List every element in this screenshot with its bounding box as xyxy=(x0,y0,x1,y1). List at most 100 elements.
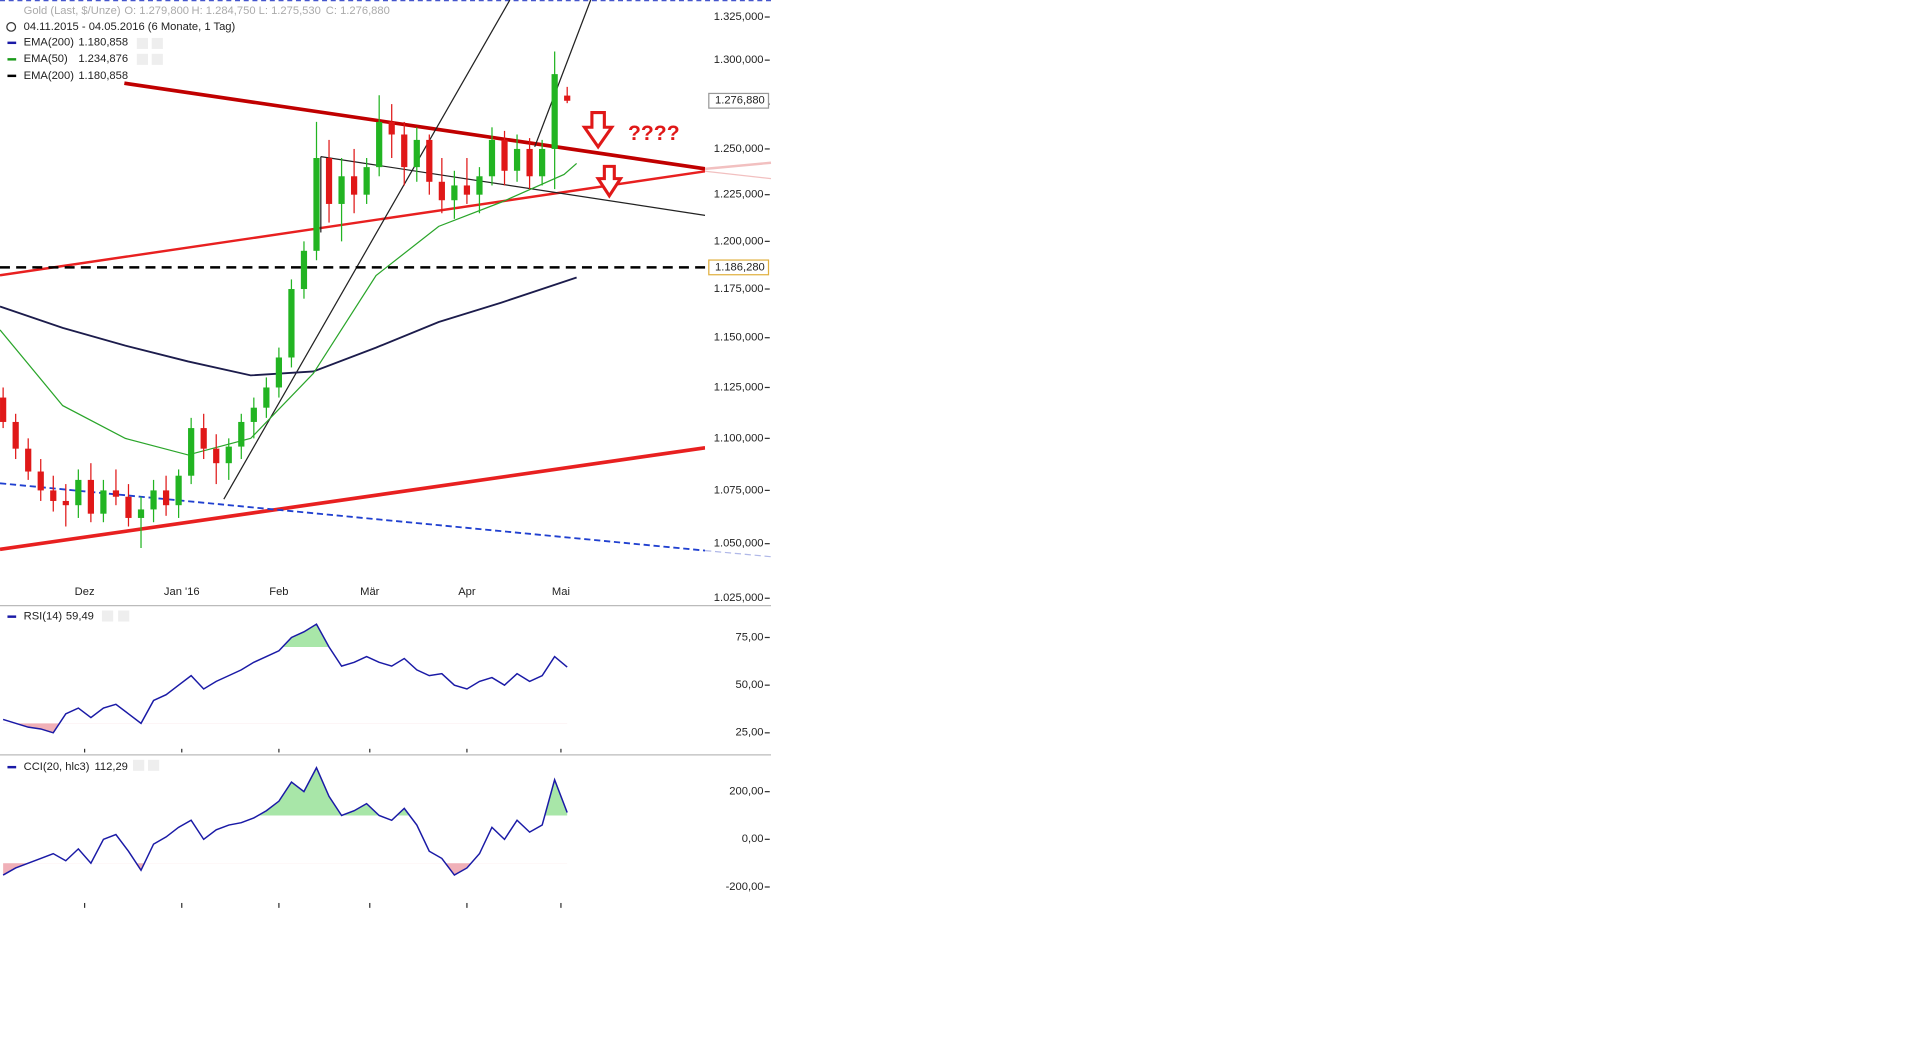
candle-body xyxy=(288,289,295,358)
trend-line xyxy=(534,0,592,148)
arrow-annotation xyxy=(595,164,624,199)
quote: L: 1.275,530 xyxy=(259,5,321,17)
trend-extension xyxy=(705,549,772,558)
trend-extension xyxy=(704,161,772,171)
candle-body xyxy=(37,471,44,491)
candle-body xyxy=(200,428,207,449)
last-price-label: 1.276,880 xyxy=(715,95,765,107)
y-tick-label: 25,00 xyxy=(736,727,764,739)
candle-body xyxy=(564,95,571,101)
x-tick-label: Feb xyxy=(269,586,288,598)
candle-body xyxy=(112,490,120,497)
upper-band-fill xyxy=(3,767,568,816)
y-tick-label: 1.300,000 xyxy=(714,54,764,66)
candle-body xyxy=(250,407,257,422)
indicator-line xyxy=(2,623,568,734)
y-tick-label: 1.250,000 xyxy=(714,143,764,155)
candle-body xyxy=(62,500,69,506)
indicator-value: 112,29 xyxy=(95,761,128,773)
indicator-line xyxy=(0,276,577,377)
chart-title: Gold (Last, $/Unze) xyxy=(24,5,121,17)
legend-value: 1.234,876 xyxy=(78,53,128,65)
candle-body xyxy=(539,148,546,177)
close-button[interactable] xyxy=(151,37,163,49)
trend-line xyxy=(124,81,706,171)
y-tick-label: 1.325,000 xyxy=(714,11,764,23)
y-tick-label: 1.200,000 xyxy=(714,235,764,247)
settings-button[interactable] xyxy=(101,610,114,622)
candle-body xyxy=(463,185,471,195)
annotation: ???? xyxy=(628,122,680,145)
candle-body xyxy=(175,475,182,506)
candle-body xyxy=(0,397,7,422)
candle-body xyxy=(551,74,558,149)
close-button[interactable] xyxy=(147,759,160,771)
x-tick-label: Mai xyxy=(552,586,570,598)
candle-body xyxy=(125,496,132,518)
candle-body xyxy=(363,167,370,195)
y-tick-label: 1.025,000 xyxy=(714,592,764,604)
legend-value: 1.180,858 xyxy=(78,37,128,49)
candle-body xyxy=(376,121,383,168)
close-button[interactable] xyxy=(151,53,163,65)
candle-body xyxy=(350,176,358,195)
subtitle: 04.11.2015 - 04.05.2016 (6 Monate, 1 Tag… xyxy=(24,21,236,33)
close-button[interactable] xyxy=(118,610,130,622)
y-tick-label: 75,00 xyxy=(736,631,764,643)
x-tick-label: Mär xyxy=(360,586,380,598)
x-tick-label: Jan '16 xyxy=(164,586,200,598)
y-tick-label: 1.125,000 xyxy=(714,381,764,393)
candle-body xyxy=(313,158,320,251)
candle-body xyxy=(513,148,521,171)
candle-body xyxy=(188,428,195,476)
candle-body xyxy=(325,158,333,204)
candle-body xyxy=(75,479,82,506)
candle-body xyxy=(12,421,19,449)
y-tick-label: 1.050,000 xyxy=(714,538,764,550)
y-tick-label: 1.150,000 xyxy=(714,332,764,344)
indicator-name: CCI(20, hlc3) xyxy=(24,761,90,773)
candle-body xyxy=(476,176,483,195)
candle-body xyxy=(438,181,445,201)
candle-body xyxy=(238,421,245,447)
candle-body xyxy=(526,148,533,177)
y-tick-label: 50,00 xyxy=(736,679,764,691)
trend-line xyxy=(0,170,706,277)
candle-body xyxy=(25,448,32,472)
candle-body xyxy=(413,139,420,168)
trend-line xyxy=(0,482,706,552)
arrow-annotation xyxy=(581,111,615,150)
indicator-line xyxy=(0,163,578,456)
candle-body xyxy=(275,357,283,388)
legend-icons xyxy=(6,22,163,771)
settings-button[interactable] xyxy=(136,53,148,65)
candle-body xyxy=(87,479,94,514)
indicator-value: 59,49 xyxy=(66,611,94,623)
indicator-line xyxy=(2,766,568,877)
level-label: 1.186,280 xyxy=(715,261,765,273)
clock-icon xyxy=(6,22,17,32)
y-tick-label: 200,00 xyxy=(729,786,763,798)
y-tick-label: 1.225,000 xyxy=(714,189,764,201)
settings-button[interactable] xyxy=(133,759,145,771)
candle-body xyxy=(488,139,496,177)
x-tick-label: Apr xyxy=(458,586,476,598)
candle-body xyxy=(225,446,232,464)
candle-body xyxy=(263,387,270,408)
trend-line xyxy=(0,445,706,552)
level-label-box xyxy=(708,259,770,276)
candle-body xyxy=(426,139,433,182)
quote: H: 1.284,750 xyxy=(192,5,256,17)
candle-body xyxy=(388,121,395,135)
candle-body xyxy=(213,448,220,464)
quote: C: 1.276,880 xyxy=(326,5,390,17)
candle-body xyxy=(50,490,57,501)
quote: O: 1.279,800 xyxy=(124,5,189,17)
candle-body xyxy=(401,134,408,168)
indicator-name: RSI(14) xyxy=(24,611,63,623)
y-tick-label: 1.175,000 xyxy=(714,283,764,295)
settings-button[interactable] xyxy=(136,37,148,49)
trend-extension xyxy=(705,170,772,180)
